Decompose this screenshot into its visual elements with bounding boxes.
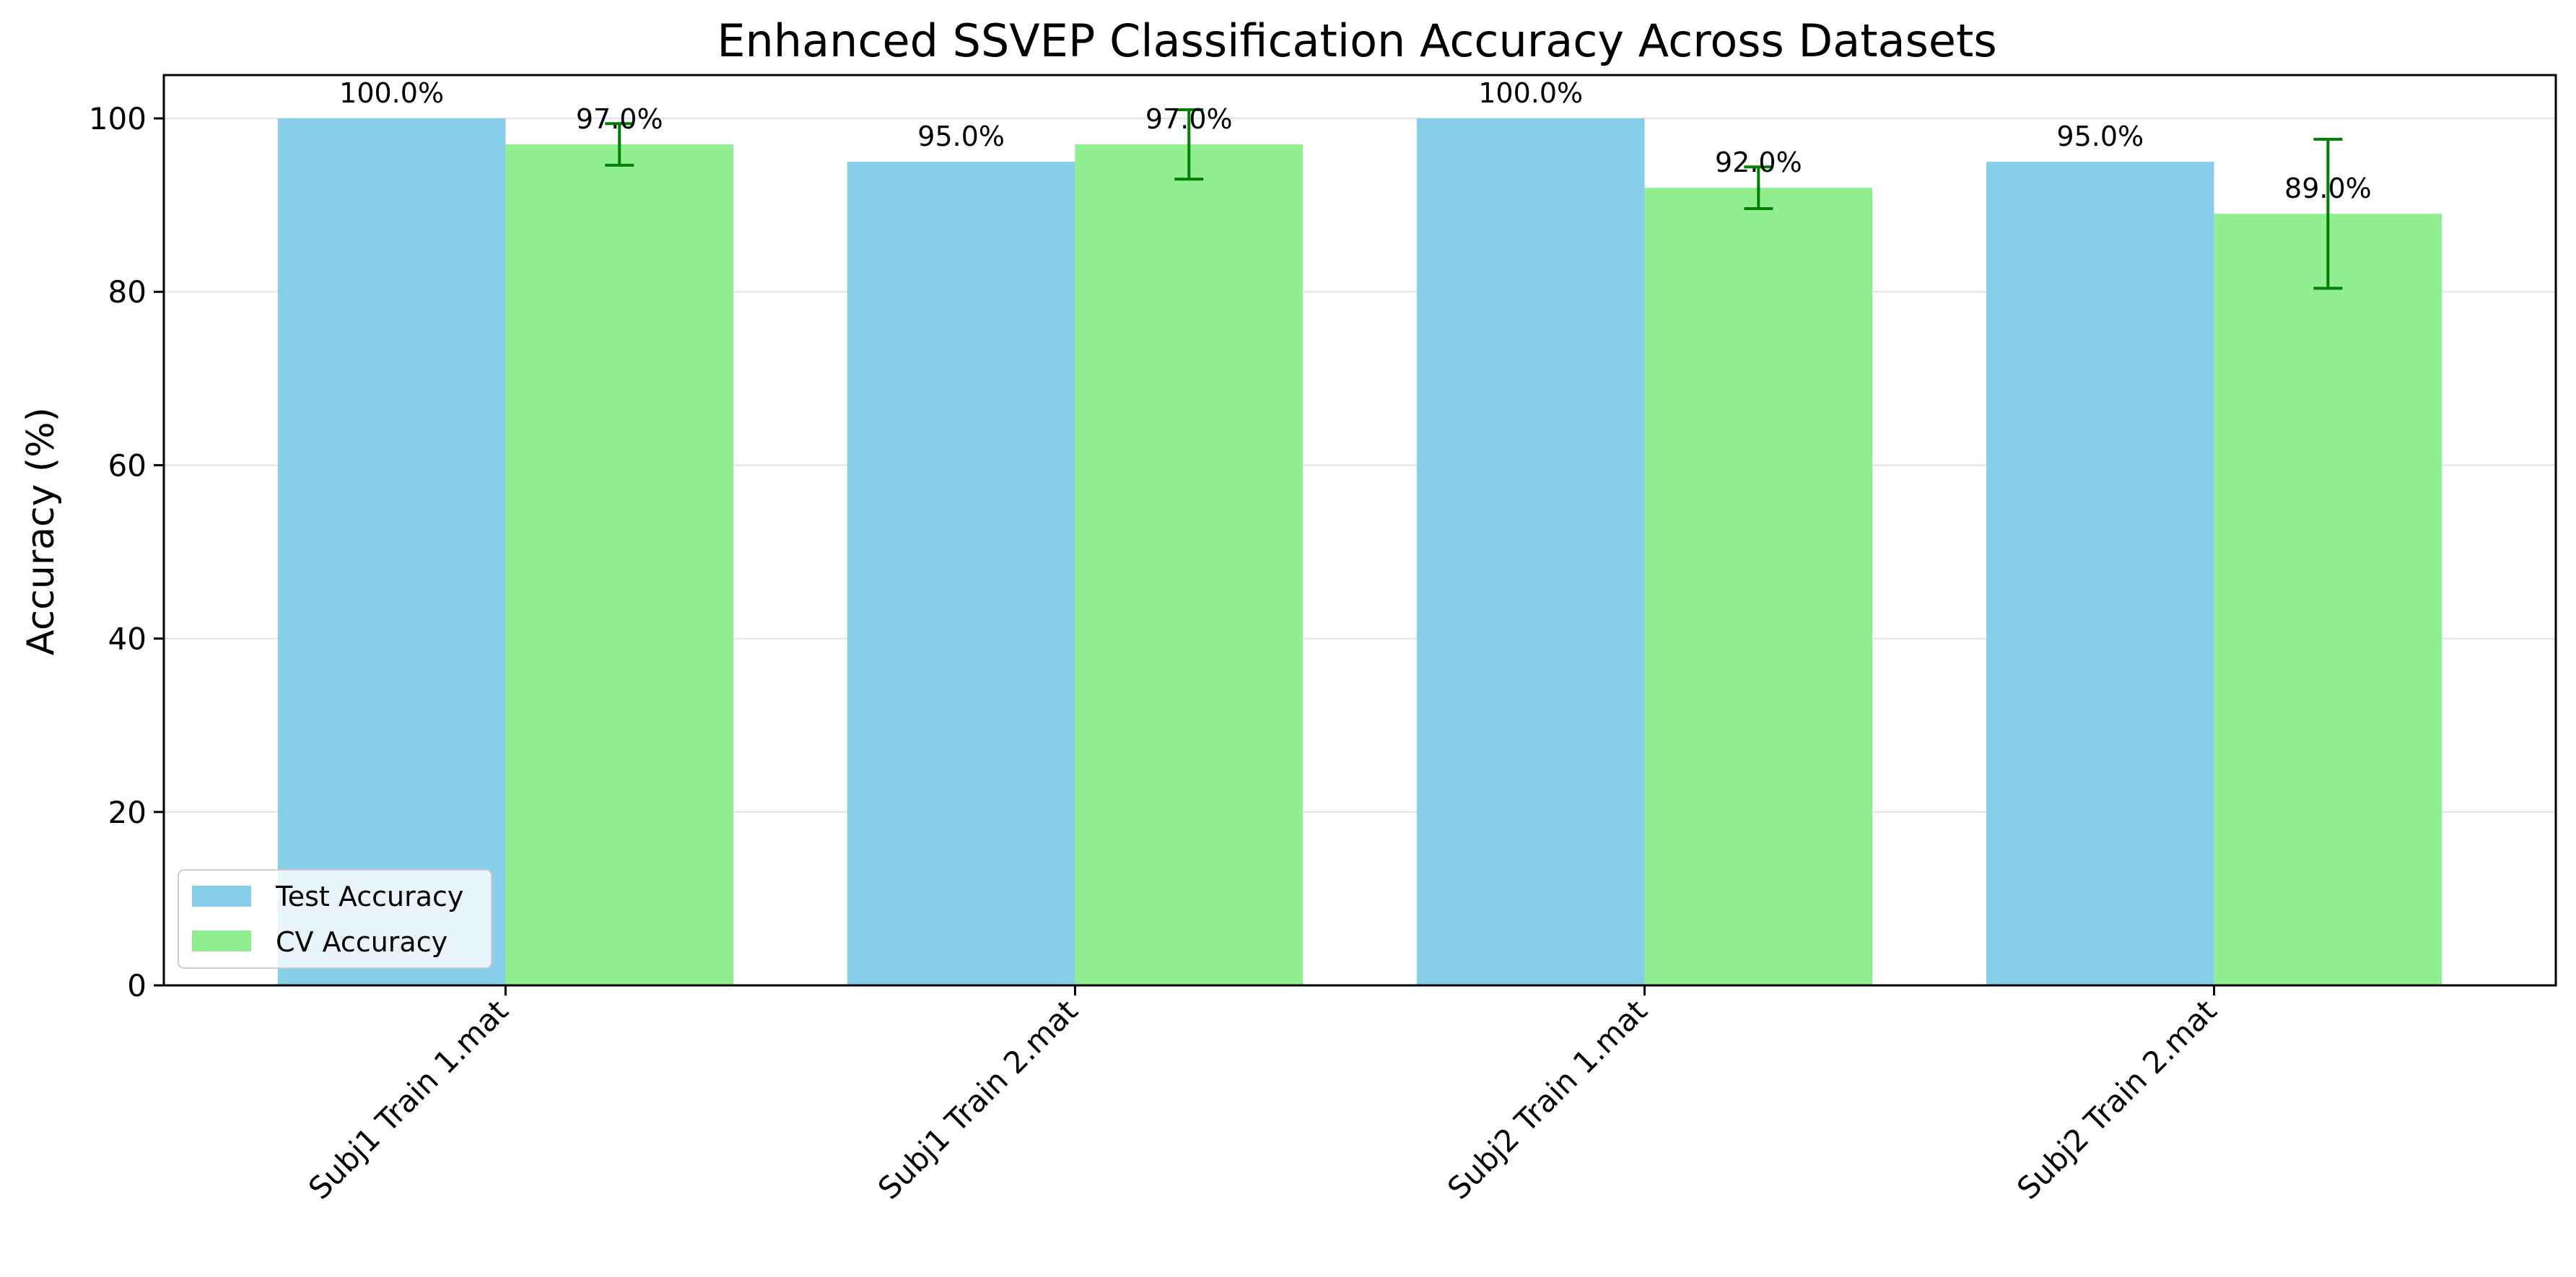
y-tick-label: 100 (89, 101, 147, 136)
data-labels: 100.0% 95.0% 100.0% 95.0% 97.0% 97.0% 92.0% 89.… (339, 77, 2372, 204)
y-tick-label: 0 (127, 968, 147, 1003)
bar-cv-2 (1644, 188, 1873, 986)
data-label-test-0: 100.0% (339, 77, 444, 109)
bar-test-1 (847, 162, 1075, 986)
bar-test-2 (1416, 118, 1645, 986)
y-tick-label: 40 (108, 622, 147, 657)
bar-test-0 (277, 118, 506, 986)
data-label-test-1: 95.0% (917, 121, 1005, 152)
y-tick-label: 20 (108, 795, 147, 830)
legend-label-test-accuracy: Test Accuracy (275, 881, 463, 912)
error-bars (605, 108, 2343, 290)
plot-frame (162, 74, 2557, 987)
y-tick-label: 80 (108, 274, 147, 310)
legend: Test Accuracy CV Accuracy (178, 869, 492, 969)
chart-title: Enhanced SSVEP Classification Accuracy A… (717, 14, 1996, 67)
data-label-cv-1: 97.0% (1145, 103, 1233, 135)
bar-cv-0 (505, 144, 734, 986)
data-label-cv-3: 89.0% (2284, 173, 2372, 204)
data-label-cv-0: 97.0% (576, 103, 663, 135)
data-label-test-3: 95.0% (2056, 121, 2144, 152)
y-axis-label: Accuracy (%) (19, 407, 63, 655)
legend-swatch-test-accuracy (192, 886, 251, 907)
bar-cv-1 (1075, 144, 1304, 986)
bar-cv-3 (2214, 214, 2442, 986)
data-label-cv-2: 92.0% (1715, 147, 1802, 178)
y-tick-label: 60 (108, 448, 147, 483)
legend-box (178, 869, 492, 969)
bars (277, 118, 2442, 986)
bar-test-3 (1986, 162, 2214, 986)
legend-swatch-cv-accuracy (192, 930, 251, 951)
legend-label-cv-accuracy: CV Accuracy (276, 926, 447, 958)
data-label-test-2: 100.0% (1478, 77, 1583, 109)
